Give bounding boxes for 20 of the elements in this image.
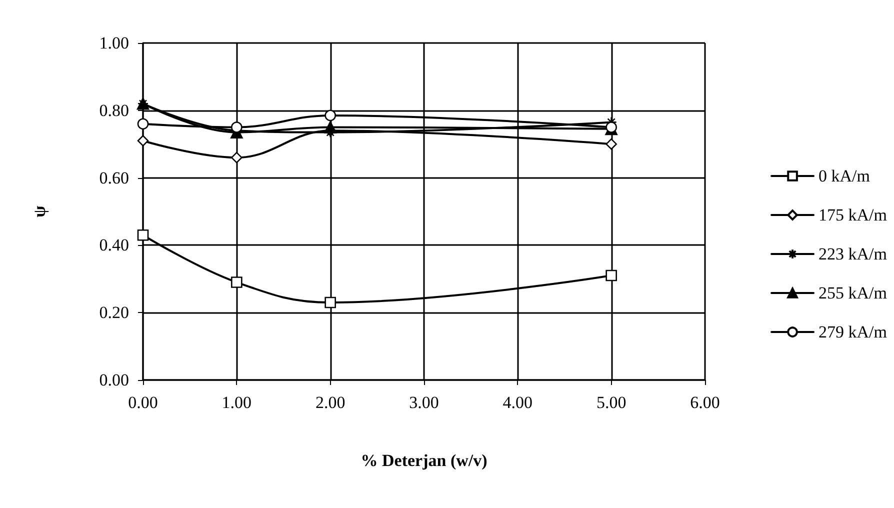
x-tick-label: 0.00 [128,393,158,412]
y-tick-label: 0.00 [99,370,129,390]
x-tick-label: 4.00 [502,393,533,412]
y-tick-label: 0.80 [99,100,129,120]
y-tick-label: 0.60 [99,168,129,188]
y-tick-label: 0.20 [99,303,129,322]
x-tick-label: 1.00 [222,393,252,412]
x-tick-label: 5.00 [596,393,626,412]
x-tick-label: 3.00 [409,393,439,412]
y-axis-title: ψ [30,205,49,218]
x-tick-label: 2.00 [315,393,346,412]
x-axis-title: % Deterjan (w/v) [360,451,488,470]
legend-label: 279 kA/m [818,322,888,342]
y-tick-label: 1.00 [99,34,129,52]
legend-label: 223 kA/m [818,244,888,264]
y-tick-label: 0.40 [99,236,129,255]
legend-label: 255 kA/m [818,284,888,302]
legend-label: 0 kA/m [818,166,870,186]
x-tick-label: 6.00 [690,393,720,412]
legend-label: 175 kA/m [818,206,888,224]
